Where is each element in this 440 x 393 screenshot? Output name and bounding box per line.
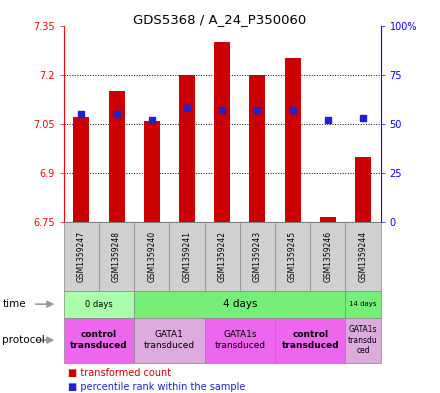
Text: GATA1s
transduced: GATA1s transduced	[214, 331, 265, 350]
Text: GSM1359242: GSM1359242	[218, 231, 227, 282]
Text: GSM1359245: GSM1359245	[288, 231, 297, 282]
Text: GSM1359246: GSM1359246	[323, 231, 332, 282]
Bar	[249, 75, 265, 222]
Text: control
transduced: control transduced	[70, 331, 128, 350]
Text: control
transduced: control transduced	[282, 331, 339, 350]
Text: GDS5368 / A_24_P350060: GDS5368 / A_24_P350060	[133, 13, 307, 26]
Text: protocol: protocol	[2, 335, 45, 345]
Text: GATA1
transduced: GATA1 transduced	[144, 331, 195, 350]
Text: GSM1359243: GSM1359243	[253, 231, 262, 282]
Text: ■ transformed count: ■ transformed count	[68, 368, 171, 378]
Bar	[214, 42, 230, 222]
Text: GSM1359240: GSM1359240	[147, 231, 156, 282]
Text: GSM1359244: GSM1359244	[359, 231, 367, 282]
Bar	[320, 217, 336, 222]
Text: 0 days: 0 days	[85, 300, 113, 309]
Text: ■ percentile rank within the sample: ■ percentile rank within the sample	[68, 382, 246, 391]
Bar	[285, 58, 301, 222]
Bar	[144, 121, 160, 222]
Text: GSM1359241: GSM1359241	[183, 231, 191, 282]
Bar	[179, 75, 195, 222]
Text: 14 days: 14 days	[349, 301, 377, 307]
Bar	[355, 156, 371, 222]
Bar	[73, 117, 89, 222]
Bar	[109, 91, 125, 222]
Text: 4 days: 4 days	[223, 299, 257, 309]
Text: GATA1s
transdu
ced: GATA1s transdu ced	[348, 325, 378, 355]
Text: GSM1359248: GSM1359248	[112, 231, 121, 282]
Text: time: time	[2, 299, 26, 309]
Text: GSM1359247: GSM1359247	[77, 231, 86, 282]
